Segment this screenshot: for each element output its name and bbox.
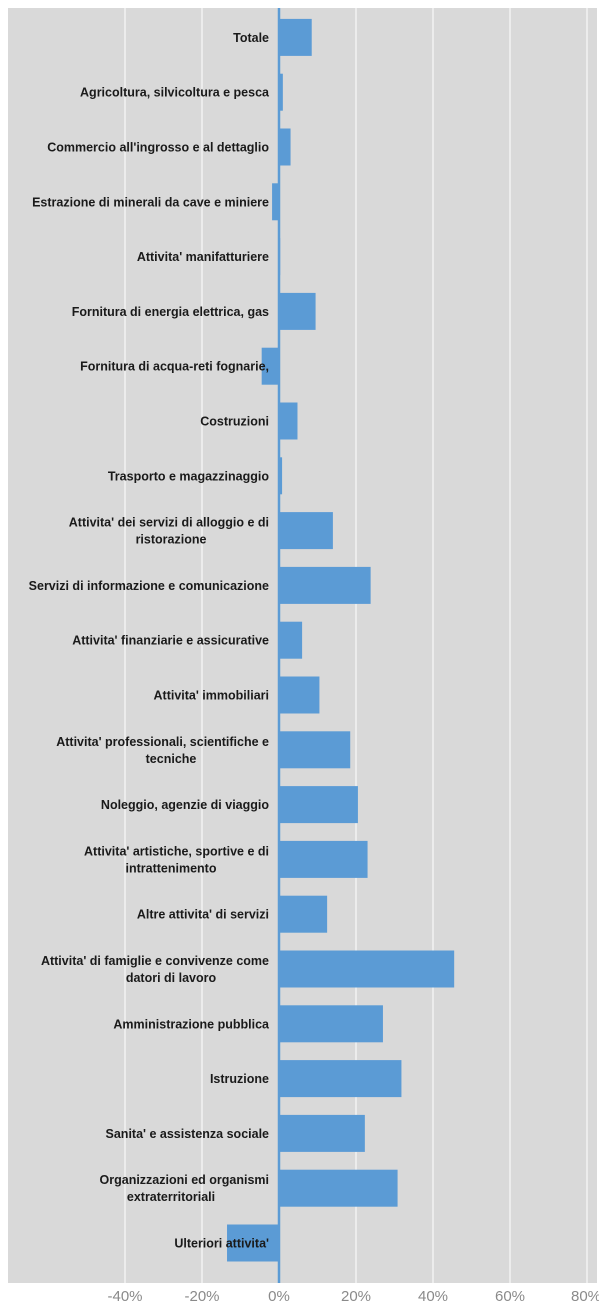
category-label: Attivita' finanziarie e assicurative: [72, 634, 269, 648]
x-axis-tick-labels: -40% -20% 0% 20% 40% 60% 80%: [107, 1288, 599, 1305]
category-label: Agricoltura, silvicoltura e pesca: [80, 86, 270, 100]
x-tick-label: 20%: [341, 1288, 371, 1305]
category-labels: Totale Agricoltura, silvicoltura e pesca C…: [29, 31, 270, 1251]
bar: [279, 292, 316, 330]
bar: [279, 566, 371, 604]
category-label: Attivita' immobiliari: [154, 689, 270, 703]
category-label: Organizzazioni ed organismi extraterritor…: [100, 1173, 269, 1204]
bar: [279, 731, 351, 769]
category-label: Totale: [233, 31, 269, 45]
category-label: Altre attivita' di servizi: [137, 908, 269, 922]
bar: [261, 347, 279, 385]
category-label: Estrazione di minerali da cave e miniere: [32, 195, 269, 209]
bar: [279, 73, 283, 111]
bar: [279, 1060, 402, 1098]
x-tick-label: 60%: [495, 1288, 525, 1305]
bar: [279, 1005, 383, 1043]
bar: [279, 676, 320, 714]
category-label: Istruzione: [210, 1072, 269, 1086]
x-tick-label: 80%: [571, 1288, 599, 1305]
bar: [279, 621, 303, 659]
category-label: Commercio all'ingrosso e al dettaglio: [47, 141, 269, 155]
category-label: Servizi di informazione e comunicazione: [29, 579, 269, 593]
bar: [279, 18, 312, 56]
category-label: Trasporto e magazzinaggio: [108, 469, 270, 483]
bar: [279, 512, 333, 550]
category-label: Attivita' artistiche, sportive e di intra…: [84, 844, 269, 875]
category-label: Attivita' dei servizi di alloggio e di ri…: [69, 516, 269, 547]
category-label: Sanita' e assistenza sociale: [106, 1127, 270, 1141]
category-label: Amministrazione pubblica: [113, 1017, 270, 1031]
category-label: Attivita' manifatturiere: [137, 250, 269, 264]
bar: [279, 786, 358, 824]
bar: [227, 1224, 279, 1262]
category-label: Fornitura di acqua-reti fognarie,: [80, 360, 269, 374]
category-label: Ulteriori attivita': [174, 1237, 269, 1251]
bar: [279, 1169, 398, 1207]
bars: [227, 18, 455, 1262]
bar: [279, 128, 291, 166]
bar: [279, 402, 298, 440]
bar: [279, 895, 328, 933]
bar: [279, 457, 283, 495]
x-tick-label: -40%: [107, 1288, 142, 1305]
bar: [279, 840, 368, 878]
x-tick-label: -20%: [184, 1288, 219, 1305]
x-tick-label: 0%: [268, 1288, 290, 1305]
bar: [279, 238, 281, 276]
bar: [272, 183, 279, 221]
x-tick-label: 40%: [418, 1288, 448, 1305]
bar: [279, 950, 455, 988]
category-label: Costruzioni: [200, 415, 269, 429]
bar: [279, 1114, 365, 1152]
category-label: Attivita' di famiglie e convivenze come d…: [41, 954, 269, 985]
category-label: Fornitura di energia elettrica, gas: [72, 305, 269, 319]
category-label: Noleggio, agenzie di viaggio: [101, 798, 269, 812]
